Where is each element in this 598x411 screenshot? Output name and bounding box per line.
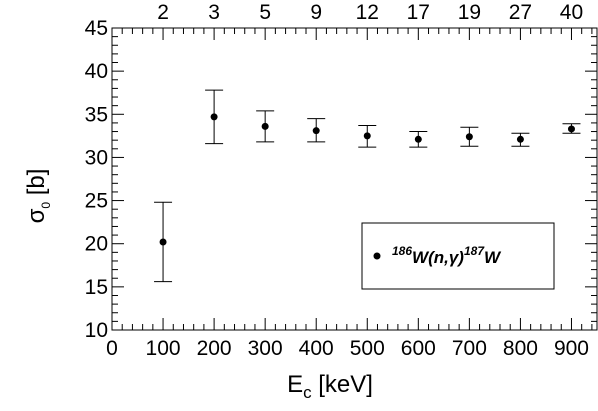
- x-tick-label: 700: [452, 337, 487, 360]
- legend-suffix: W: [484, 248, 502, 267]
- data-point: [210, 113, 218, 121]
- data-point: [261, 122, 269, 130]
- top-label: 40: [560, 1, 583, 24]
- y-axis-title: σ0 [b]: [23, 169, 53, 224]
- top-label: 17: [407, 1, 430, 24]
- x-tick-label: 300: [248, 337, 283, 360]
- data-point: [363, 132, 371, 140]
- legend: 186W(n,γ)187W: [361, 222, 555, 290]
- top-label: 27: [509, 1, 532, 24]
- data-point: [312, 127, 320, 135]
- y-tick-label: 10: [85, 319, 108, 342]
- x-tick-label: 0: [106, 337, 118, 360]
- y-tick-label: 25: [85, 190, 108, 213]
- top-label: 12: [356, 1, 379, 24]
- top-label: 19: [458, 1, 481, 24]
- x-tick-label: 500: [350, 337, 385, 360]
- x-axis-title-rest: [keV]: [312, 371, 373, 398]
- plot-frame: [111, 27, 598, 331]
- legend-label: 186W(n,γ)187W: [392, 244, 502, 267]
- legend-prefix-sup: 186: [392, 244, 412, 258]
- legend-box: [361, 222, 555, 290]
- x-tick-label: 100: [146, 337, 181, 360]
- top-label: 2: [157, 1, 169, 24]
- x-axis-title-sub: c: [303, 383, 312, 402]
- data-point: [414, 135, 422, 143]
- legend-core: W(n,γ): [412, 248, 464, 267]
- top-label: 9: [310, 1, 322, 24]
- data-point: [567, 125, 575, 133]
- y-tick-label: 15: [85, 276, 108, 299]
- y-tick-label: 40: [85, 60, 108, 83]
- x-axis-title: Ec [keV]: [287, 371, 373, 402]
- y-tick-label: 35: [85, 103, 108, 126]
- top-label: 3: [208, 1, 220, 24]
- x-tick-label: 200: [197, 337, 232, 360]
- data-point: [516, 135, 524, 143]
- legend-marker: [373, 252, 381, 260]
- y-tick-label: 20: [85, 233, 108, 256]
- x-tick-label: 600: [401, 337, 436, 360]
- data-point: [465, 133, 473, 141]
- x-tick-label: 400: [299, 337, 334, 360]
- data-point: [159, 238, 167, 246]
- x-tick-label: 800: [503, 337, 538, 360]
- x-tick-label: 900: [554, 337, 589, 360]
- y-tick-label: 45: [85, 17, 108, 40]
- top-label: 5: [259, 1, 271, 24]
- y-axis-title-rest: [b]: [23, 169, 50, 202]
- y-axis-title-sub: 0: [39, 202, 53, 209]
- y-tick-label: 30: [85, 146, 108, 169]
- legend-suffix-sup: 187: [464, 244, 485, 258]
